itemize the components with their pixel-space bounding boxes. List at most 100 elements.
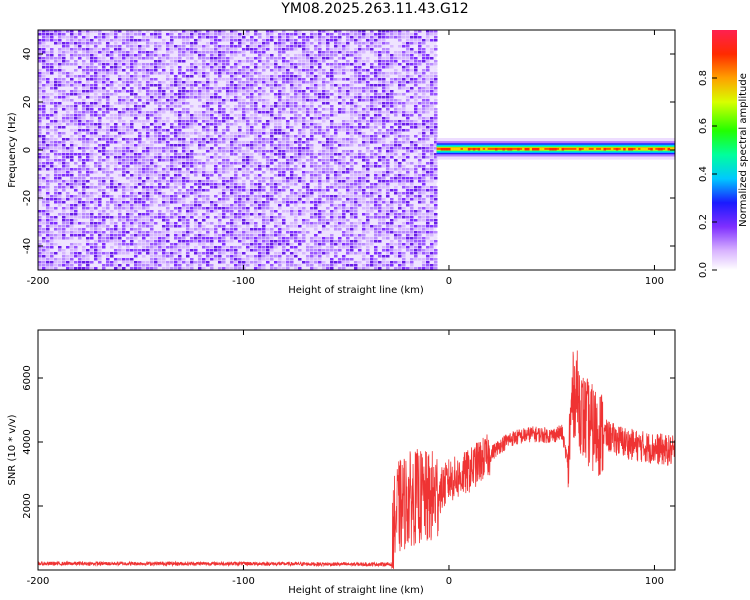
spectrogram-cell: [342, 111, 346, 114]
spectrogram-cell: [74, 252, 78, 255]
spectrogram-cell: [226, 216, 230, 219]
spectrogram-cell: [226, 96, 230, 99]
spectrogram-cell: [122, 39, 126, 42]
spectrogram-cell: [230, 165, 234, 168]
spectrogram-cell: [146, 90, 150, 93]
spectrogram-cell: [50, 243, 54, 246]
spectrogram-cell: [202, 264, 206, 267]
spectrogram-cell: [198, 144, 202, 147]
spectrogram-cell: [126, 33, 130, 36]
spectrogram-cell: [122, 267, 126, 270]
spectrogram-cell: [106, 84, 110, 87]
spectrogram-cell: [202, 210, 206, 213]
spectrogram-cell: [54, 105, 58, 108]
spectrogram-cell: [114, 69, 118, 72]
spectrogram-cell: [250, 45, 254, 48]
spectrogram-cell: [170, 63, 174, 66]
spectrogram-cell: [154, 114, 158, 117]
spectrogram-cell: [154, 54, 158, 57]
spectrogram-cell: [146, 192, 150, 195]
spectrogram-cell: [258, 237, 262, 240]
spectrogram-cell: [98, 147, 102, 150]
spectrogram-cell: [106, 258, 110, 261]
spectrogram-cell: [154, 72, 158, 75]
spectrogram-cell: [190, 207, 194, 210]
spectrogram-cell: [258, 135, 262, 138]
spectrogram-cell: [38, 147, 42, 150]
spectrogram-cell: [202, 180, 206, 183]
spectrogram-cell: [294, 126, 298, 129]
spectrogram-cell: [186, 249, 190, 252]
spectrogram-cell: [338, 144, 342, 147]
spectrogram-cell: [294, 165, 298, 168]
spectrogram-cell: [302, 177, 306, 180]
spectrogram-cell: [202, 240, 206, 243]
spectrogram-cell: [250, 93, 254, 96]
spectrogram-cell: [170, 261, 174, 264]
spectrogram-cell: [66, 267, 70, 270]
spectrogram-cell: [46, 159, 50, 162]
spectrogram-cell: [218, 39, 222, 42]
spectrogram-cell: [338, 222, 342, 225]
spectrogram-cell: [182, 138, 186, 141]
spectrogram-cell: [194, 45, 198, 48]
spectrogram-cell: [222, 189, 226, 192]
spectrogram-cell: [146, 210, 150, 213]
spectrogram-cell: [70, 78, 74, 81]
spectrogram-cell: [118, 231, 122, 234]
spectrogram-cell: [146, 51, 150, 54]
spectrogram-cell: [230, 195, 234, 198]
spectrogram-cell: [290, 177, 294, 180]
spectrogram-cell: [278, 186, 282, 189]
spectrogram-cell: [134, 261, 138, 264]
spectrogram-cell: [162, 246, 166, 249]
spectrogram-cell: [302, 261, 306, 264]
spectrogram-cell: [274, 222, 278, 225]
spectrogram-cell: [310, 180, 314, 183]
spectrogram-cell: [110, 171, 114, 174]
spectrogram-cell: [102, 240, 106, 243]
spectrogram-cell: [222, 33, 226, 36]
spectrogram-cell: [294, 204, 298, 207]
spectrogram-cell: [302, 45, 306, 48]
spectrogram-cell: [226, 228, 230, 231]
spectrogram-cell: [298, 144, 302, 147]
spectrogram-cell: [38, 102, 42, 105]
spectrogram-cell: [166, 246, 170, 249]
spectrogram-cell: [258, 78, 262, 81]
spectrogram-cell: [110, 180, 114, 183]
spectrogram-cell: [218, 105, 222, 108]
spectrogram-cell: [230, 174, 234, 177]
spectrogram-cell: [266, 177, 270, 180]
spectrogram-cell: [46, 198, 50, 201]
spectrogram-cell: [266, 126, 270, 129]
spectrogram-cell: [158, 192, 162, 195]
spectrogram-cell: [270, 84, 274, 87]
spectrogram-cell: [38, 105, 42, 108]
spectrogram-cell: [54, 219, 58, 222]
spectrogram-cell: [170, 108, 174, 111]
spectrogram-cell: [250, 63, 254, 66]
spectrogram-cell: [226, 213, 230, 216]
spectrogram-cell: [38, 75, 42, 78]
spectrogram-cell: [210, 264, 214, 267]
spectrogram-cell: [58, 33, 62, 36]
spectrogram-cell: [322, 120, 326, 123]
spectrogram-cell: [166, 135, 170, 138]
spectrogram-cell: [298, 114, 302, 117]
spectrogram-cell: [290, 207, 294, 210]
spectrogram-cell: [54, 222, 58, 225]
spectrogram-cell: [194, 90, 198, 93]
spectrogram-cell: [190, 45, 194, 48]
spectrogram-cell: [114, 195, 118, 198]
spectrogram-cell: [334, 138, 338, 141]
spectrogram-cell: [106, 33, 110, 36]
spectrogram-cell: [150, 114, 154, 117]
spectrogram-cell: [294, 45, 298, 48]
spectrogram-cell: [234, 93, 238, 96]
spectrogram-cell: [334, 150, 338, 153]
spectrogram-cell: [274, 132, 278, 135]
spectrogram-cell: [186, 231, 190, 234]
spectrogram-cell: [130, 228, 134, 231]
spectrogram-cell: [194, 54, 198, 57]
